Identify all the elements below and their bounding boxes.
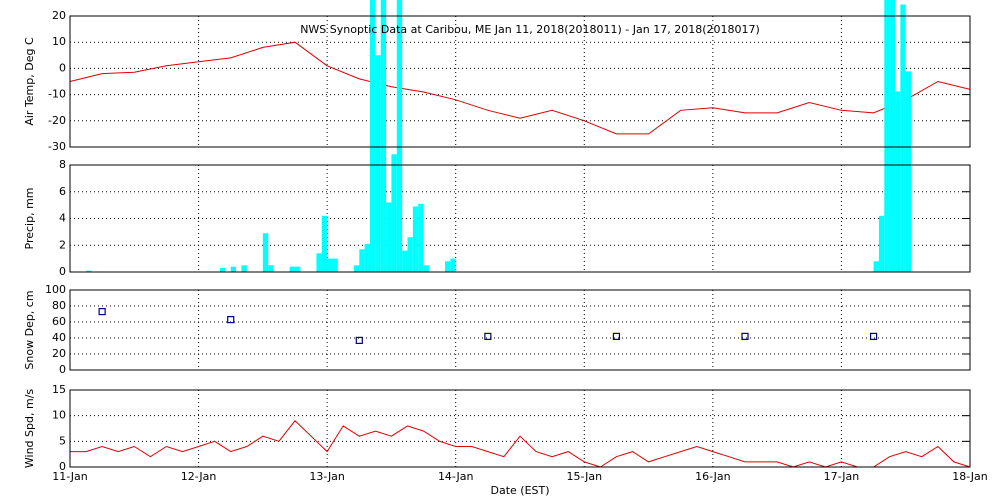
bar xyxy=(905,71,912,272)
point xyxy=(484,332,492,340)
bar xyxy=(418,203,424,272)
bar xyxy=(391,154,397,272)
bar xyxy=(289,266,295,272)
y-tick-label: 10 xyxy=(52,35,66,48)
y-tick-label: 0 xyxy=(59,61,66,74)
bar xyxy=(230,266,237,272)
plot-frame xyxy=(69,15,971,148)
y-tick-label: -10 xyxy=(48,88,66,101)
bar xyxy=(316,253,322,272)
point xyxy=(98,308,106,316)
y-tick-label: 2 xyxy=(59,238,66,251)
y-tick-label: -30 xyxy=(48,140,66,153)
y-tick-label: 0 xyxy=(59,363,66,376)
y-tick-label: 0 xyxy=(59,460,66,473)
x-tick-label: 16-Jan xyxy=(695,470,731,483)
bar xyxy=(402,250,408,272)
x-tick-label: 11-Jan xyxy=(52,470,88,483)
y-tick-label: 0 xyxy=(59,265,66,278)
bar xyxy=(380,0,387,272)
y-tick-label: 10 xyxy=(52,409,66,422)
point xyxy=(227,316,235,324)
bar xyxy=(884,0,890,272)
y-tick-label: 4 xyxy=(59,212,66,225)
bar xyxy=(327,258,333,272)
bar xyxy=(396,0,403,272)
bar xyxy=(873,261,879,272)
marks xyxy=(69,0,971,468)
y-axis-label: Air Temp, Deg C xyxy=(23,37,36,126)
x-axis-label: Date (EST) xyxy=(490,484,549,497)
plot-frame xyxy=(69,164,971,273)
bar xyxy=(895,91,901,272)
y-tick-label: -20 xyxy=(48,114,66,127)
x-tick-label: 15-Jan xyxy=(567,470,603,483)
x-tick-label: 18-Jan xyxy=(952,470,988,483)
bar xyxy=(332,258,338,272)
y-axis-label: Precip, mm xyxy=(23,188,36,250)
bar xyxy=(412,206,419,272)
bar xyxy=(370,0,376,272)
point xyxy=(612,332,621,340)
bar xyxy=(900,4,906,272)
data-line xyxy=(70,420,971,468)
plot-frame xyxy=(69,389,971,468)
bar xyxy=(889,0,895,272)
bar xyxy=(878,215,885,272)
chart-title: NWS Synoptic Data at Caribou, ME Jan 11,… xyxy=(300,23,760,36)
y-axis-label: Snow Dep, cm xyxy=(23,290,36,369)
y-tick-label: 15 xyxy=(52,383,66,396)
point xyxy=(355,336,363,344)
y-axis-label: Wind Spd, m/s xyxy=(23,389,36,469)
bar xyxy=(423,265,429,272)
y-tick-label: 60 xyxy=(52,315,66,328)
x-tick-label: 12-Jan xyxy=(181,470,217,483)
frames: -30 -20 -10 0 10 20 Air Temp, Deg C 0 2 4 6 8 Precip… xyxy=(23,9,988,483)
bar xyxy=(364,243,370,272)
bar xyxy=(359,249,365,272)
y-tick-label: 80 xyxy=(52,299,66,312)
x-tick-label: 14-Jan xyxy=(438,470,474,483)
y-tick-label: 20 xyxy=(52,347,66,360)
point xyxy=(869,332,878,340)
x-tick-label: 13-Jan xyxy=(309,470,345,483)
y-tick-label: 100 xyxy=(45,283,66,296)
bar xyxy=(445,261,451,272)
bar xyxy=(268,265,274,272)
y-tick-label: 5 xyxy=(59,434,66,447)
bar xyxy=(386,202,392,272)
bar xyxy=(450,258,456,272)
bar xyxy=(86,270,92,272)
bar xyxy=(262,233,269,272)
y-tick-label: 8 xyxy=(59,158,66,171)
bar xyxy=(321,215,328,272)
data-line xyxy=(69,41,971,135)
point xyxy=(741,332,749,340)
y-tick-label: 6 xyxy=(59,185,66,198)
bar xyxy=(220,267,226,272)
y-tick-label: 20 xyxy=(52,9,66,22)
y-tick-label: 40 xyxy=(52,331,66,344)
bar xyxy=(407,237,413,272)
bar xyxy=(241,265,247,272)
bar xyxy=(353,265,360,272)
bar xyxy=(375,55,381,273)
plot-frame xyxy=(69,289,971,371)
x-tick-label: 17-Jan xyxy=(824,470,860,483)
bar xyxy=(295,266,301,272)
